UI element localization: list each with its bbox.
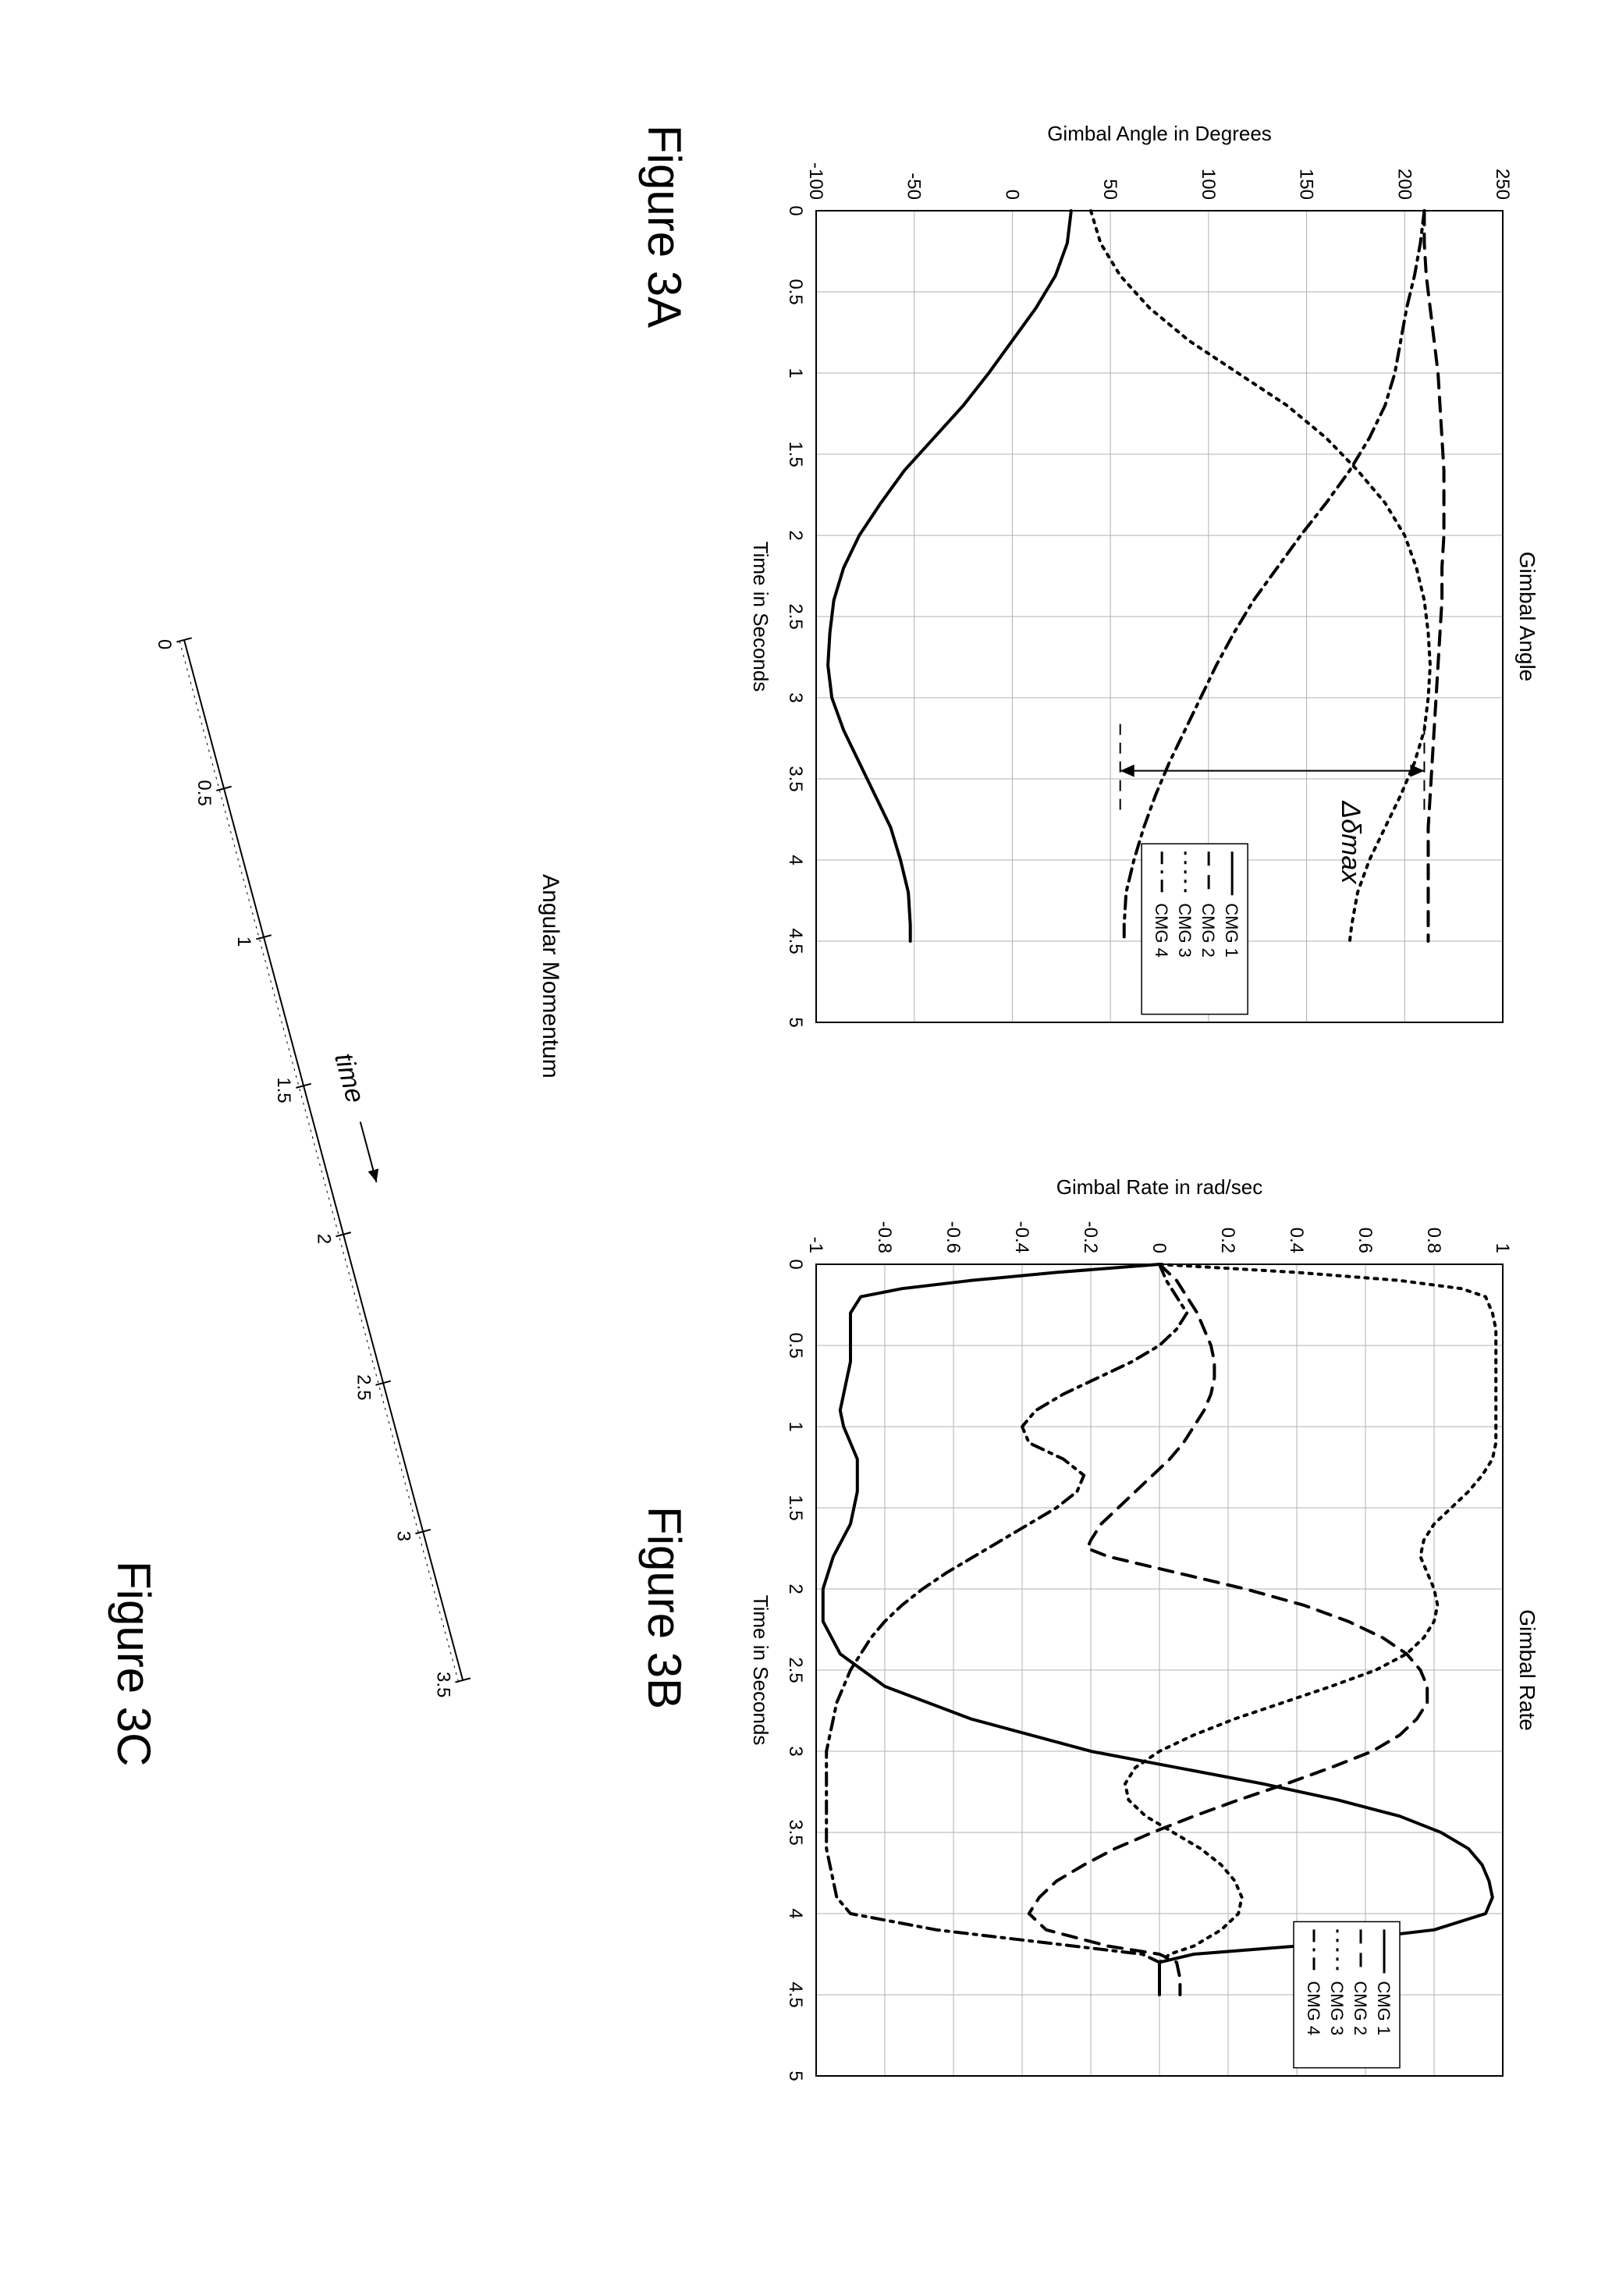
svg-text:2.5: 2.5: [785, 1657, 806, 1683]
svg-text:-100: -100: [805, 162, 826, 200]
svg-text:0.5: 0.5: [194, 780, 215, 805]
figure-label-c: Figure 3C: [107, 1561, 161, 1766]
svg-text:0.6: 0.6: [1355, 1228, 1376, 1253]
svg-text:3.5: 3.5: [785, 1819, 806, 1845]
svg-text:Gimbal Angle: Gimbal Angle: [1515, 552, 1539, 682]
chart-angular-momentum: Angular Momentum 0 0.5 1 1.5 2 2.5 3 3.5 time: [137, 546, 574, 1795]
svg-text:time: time: [328, 1050, 370, 1106]
svg-text:Gimbal Angle in Degrees: Gimbal Angle in Degrees: [1047, 122, 1272, 145]
svg-text:3: 3: [392, 1531, 414, 1541]
svg-text:0: 0: [1149, 1243, 1170, 1253]
svg-text:1.5: 1.5: [273, 1077, 294, 1103]
svg-text:0.5: 0.5: [785, 279, 806, 304]
svg-text:CMG 3: CMG 3: [1175, 903, 1195, 958]
svg-text:CMG 4: CMG 4: [1304, 1981, 1323, 2035]
svg-text:Gimbal Rate in rad/sec: Gimbal Rate in rad/sec: [1056, 1175, 1262, 1199]
svg-text:150: 150: [1296, 169, 1317, 200]
svg-text:-50: -50: [904, 172, 925, 200]
svg-text:2: 2: [313, 1234, 334, 1244]
svg-text:3: 3: [785, 1746, 806, 1756]
svg-text:3: 3: [785, 692, 806, 702]
svg-text:-1: -1: [805, 1237, 826, 1253]
svg-text:1.5: 1.5: [785, 441, 806, 467]
svg-text:4.5: 4.5: [785, 1981, 806, 2007]
svg-text:-0.8: -0.8: [874, 1221, 895, 1253]
svg-text:0.4: 0.4: [1286, 1228, 1307, 1253]
svg-text:0: 0: [1001, 190, 1022, 200]
svg-text:Time in Seconds: Time in Seconds: [749, 1595, 772, 1746]
svg-text:1: 1: [233, 937, 254, 947]
page-root: 00.511.522.533.544.55-100-50050100150200…: [0, 0, 1612, 2296]
svg-text:CMG 3: CMG 3: [1327, 1981, 1347, 2035]
svg-text:0: 0: [154, 639, 175, 649]
svg-text:CMG 4: CMG 4: [1152, 903, 1171, 958]
svg-text:Gimbal Rate: Gimbal Rate: [1515, 1609, 1539, 1731]
svg-text:0.8: 0.8: [1423, 1228, 1444, 1253]
svg-text:CMG 1: CMG 1: [1222, 903, 1241, 958]
svg-text:-0.4: -0.4: [1011, 1221, 1032, 1253]
svg-text:2: 2: [785, 1583, 806, 1594]
svg-text:5: 5: [785, 1017, 806, 1027]
svg-text:1: 1: [785, 368, 806, 378]
svg-text:Angular Momentum: Angular Momentum: [538, 874, 563, 1079]
svg-text:-0.6: -0.6: [943, 1221, 964, 1253]
chart-gimbal-angle: 0 0.5 1 1.5 2 2.5 3 3.5 4 4.5 5 -100 -50 0 50 100 150 200…: [730, 109, 1550, 1046]
figure-label-a: Figure 3A: [637, 125, 691, 328]
svg-text:0: 0: [785, 205, 806, 215]
svg-text:4: 4: [785, 855, 806, 865]
landscape-wrapper: 00.511.522.533.544.55-100-50050100150200…: [0, 0, 1612, 2296]
svg-text:2: 2: [785, 530, 806, 540]
svg-text:-0.2: -0.2: [1080, 1221, 1101, 1253]
svg-text:Δδmax: Δδmax: [1336, 800, 1365, 884]
svg-text:1.5: 1.5: [785, 1495, 806, 1520]
figure-label-b: Figure 3B: [637, 1506, 691, 1709]
svg-text:2.5: 2.5: [785, 603, 806, 629]
svg-text:0.5: 0.5: [785, 1332, 806, 1358]
svg-text:2.5: 2.5: [353, 1374, 374, 1400]
svg-text:5: 5: [785, 2070, 806, 2081]
svg-text:200: 200: [1394, 169, 1415, 200]
svg-text:1: 1: [785, 1421, 806, 1431]
svg-text:250: 250: [1492, 169, 1513, 200]
svg-text:0: 0: [785, 1259, 806, 1269]
svg-text:CMG 2: CMG 2: [1351, 1981, 1370, 2035]
svg-text:3.5: 3.5: [785, 766, 806, 791]
svg-text:Time in Seconds: Time in Seconds: [749, 542, 772, 692]
chart-gimbal-rate: 0 0.5 1 1.5 2 2.5 3 3.5 4 4.5 5 -1 -0.8 -0.6 -0.4 -0.2 0…: [730, 1163, 1550, 2099]
svg-text:3.5: 3.5: [432, 1672, 453, 1697]
svg-text:100: 100: [1198, 169, 1219, 200]
svg-text:4: 4: [785, 1908, 806, 1918]
svg-text:4.5: 4.5: [785, 928, 806, 954]
svg-text:1: 1: [1492, 1243, 1513, 1253]
svg-text:CMG 2: CMG 2: [1198, 903, 1218, 958]
svg-text:0.2: 0.2: [1217, 1228, 1238, 1253]
svg-text:50: 50: [1099, 179, 1120, 200]
svg-text:CMG 1: CMG 1: [1374, 1981, 1394, 2035]
